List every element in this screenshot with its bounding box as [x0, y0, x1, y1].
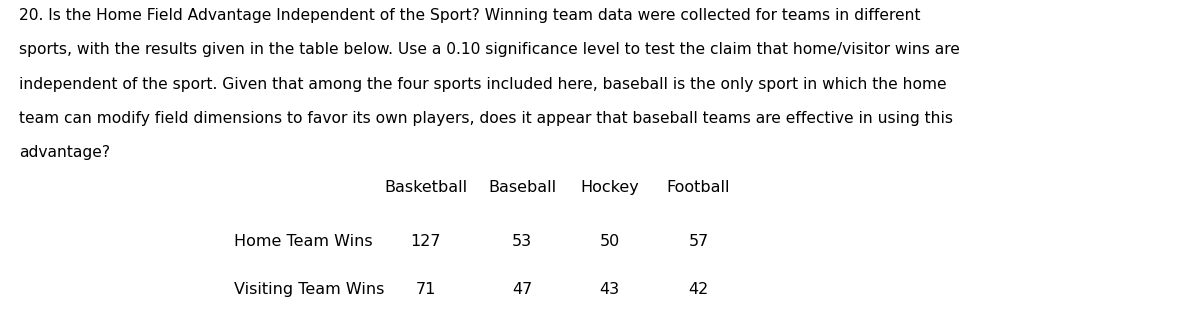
- Text: Hockey: Hockey: [581, 180, 638, 195]
- Text: 53: 53: [512, 234, 532, 249]
- Text: 43: 43: [600, 282, 619, 297]
- Text: 57: 57: [689, 234, 708, 249]
- Text: Baseball: Baseball: [488, 180, 556, 195]
- Text: Football: Football: [667, 180, 730, 195]
- Text: Home Team Wins: Home Team Wins: [234, 234, 373, 249]
- Text: team can modify field dimensions to favor its own players, does it appear that b: team can modify field dimensions to favo…: [19, 111, 953, 126]
- Text: 50: 50: [600, 234, 619, 249]
- Text: 127: 127: [410, 234, 442, 249]
- Text: 42: 42: [689, 282, 708, 297]
- Text: advantage?: advantage?: [19, 145, 110, 160]
- Text: sports, with the results given in the table below. Use a 0.10 significance level: sports, with the results given in the ta…: [19, 42, 960, 57]
- Text: 20. Is the Home Field Advantage Independent of the Sport? Winning team data were: 20. Is the Home Field Advantage Independ…: [19, 8, 920, 23]
- Text: independent of the sport. Given that among the four sports included here, baseba: independent of the sport. Given that amo…: [19, 77, 947, 92]
- Text: Basketball: Basketball: [384, 180, 468, 195]
- Text: Visiting Team Wins: Visiting Team Wins: [234, 282, 384, 297]
- Text: 71: 71: [416, 282, 436, 297]
- Text: 47: 47: [512, 282, 532, 297]
